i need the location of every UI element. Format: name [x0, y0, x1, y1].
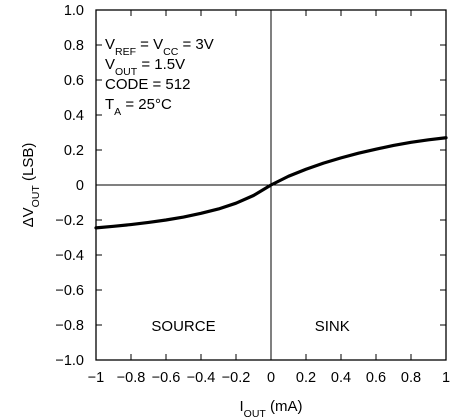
y-tick-label: 1.0 — [64, 3, 84, 19]
x-axis-title-text: I — [239, 398, 243, 415]
y-tick-label: −1.0 — [55, 353, 84, 369]
y-tick-labels: 1.0 0.8 0.6 0.4 0.2 0 −0.2 −0.4 −0.6 −0.8 −1.0 — [55, 3, 84, 369]
y-tick-label: 0.4 — [64, 108, 84, 124]
y-axis-title-subscript: OUT — [30, 185, 42, 208]
region-label: SOURCE — [151, 318, 215, 335]
y-tick-label: −0.2 — [55, 213, 84, 229]
condition-subscript: REF — [115, 46, 136, 58]
y-tick-label: −0.4 — [55, 248, 84, 264]
y-tick-label: 0 — [76, 178, 84, 194]
x-tick-label: 0.4 — [331, 370, 351, 386]
x-tick-label: −1 — [88, 370, 105, 386]
axis-titles: IOUT (mA)ΔVOUT (LSB) — [20, 143, 303, 419]
series — [94, 136, 448, 230]
y-axis-title: ΔVOUT (LSB) — [20, 143, 42, 228]
condition-line: CODE = 512 — [105, 76, 190, 93]
y-tick-label: −0.6 — [55, 283, 84, 299]
regions: SOURCE SINK — [151, 318, 349, 335]
y-axis-title-text: ΔV — [20, 207, 37, 227]
condition-line: VOUT = 1.5V — [105, 56, 185, 78]
x-tick-label: 0.6 — [366, 370, 386, 386]
condition-text: V — [105, 36, 115, 53]
x-axis-title-subscript: OUT — [244, 408, 267, 419]
x-axis-title: IOUT (mA) — [239, 398, 302, 419]
condition-subscript: A — [114, 106, 121, 118]
condition-line: VREF = VCC = 3V — [105, 36, 214, 58]
condition-text: = 25°C — [121, 96, 172, 113]
x-tick-label: −0.8 — [117, 370, 146, 386]
ticks — [95, 9, 447, 361]
y-tick-label: 0.8 — [64, 38, 84, 54]
condition-text: T — [105, 96, 114, 113]
x-tick-label: −0.2 — [222, 370, 251, 386]
condition-text: = 3V — [178, 36, 213, 53]
y-axis-title-text: (LSB) — [20, 143, 37, 186]
y-tick-label: 0.6 — [64, 73, 84, 89]
y-tick-label: −0.8 — [55, 318, 84, 334]
condition-text: = V — [136, 36, 163, 53]
condition-subscript: OUT — [115, 66, 138, 78]
condition-text: V — [105, 56, 115, 73]
series-line — [94, 136, 448, 230]
region-label: SINK — [315, 318, 350, 335]
condition-subscript: CC — [163, 46, 179, 58]
x-tick-label: −0.4 — [187, 370, 216, 386]
x-tick-label: 0.2 — [296, 370, 316, 386]
x-tick-labels: −1 −0.8 −0.6 −0.4 −0.2 0 0.2 0.4 0.6 0.8 1 — [88, 370, 450, 386]
x-tick-label: −0.6 — [152, 370, 181, 386]
condition-line: TA = 25°C — [105, 96, 172, 118]
x-tick-label: 0 — [267, 370, 275, 386]
condition-text: = 1.5V — [137, 56, 185, 73]
x-tick-label: 0.8 — [401, 370, 421, 386]
x-axis-title-text: (mA) — [266, 398, 303, 415]
y-tick-label: 0.2 — [64, 143, 84, 159]
x-tick-label: 1 — [442, 370, 450, 386]
condition-text: CODE = 512 — [105, 76, 190, 93]
